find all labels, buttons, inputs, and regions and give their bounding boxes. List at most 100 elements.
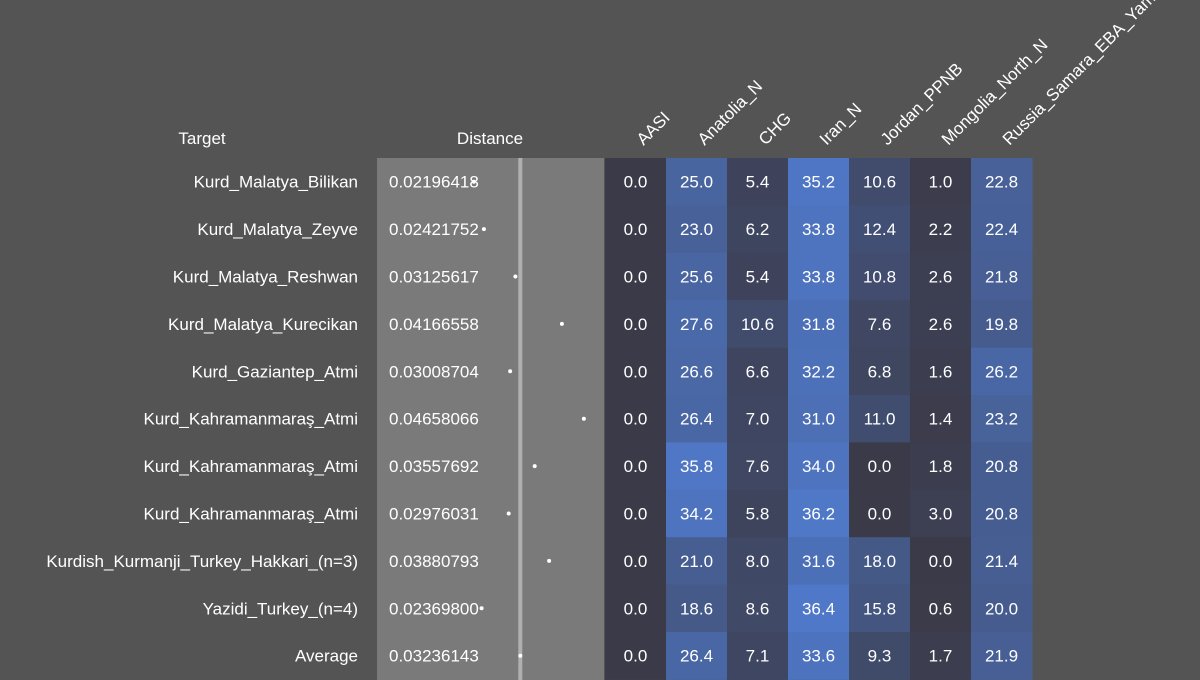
heatmap-cell	[910, 442, 972, 491]
heatmap-cell	[910, 300, 972, 349]
heatmap-cell	[605, 632, 667, 680]
cell-value: 20.8	[985, 457, 1018, 476]
heatmap-cell	[605, 395, 667, 443]
cell-value: 33.8	[802, 220, 835, 239]
heatmap-cell	[727, 489, 789, 538]
row-label: Kurd_Malatya_Reshwan	[173, 268, 358, 287]
heatmap-cell	[971, 252, 1033, 301]
heatmap-cell	[788, 442, 850, 491]
heatmap-cell	[971, 347, 1033, 396]
heatmap-cell	[605, 489, 667, 538]
distance-value: 0.03008704	[389, 362, 479, 381]
cell-value: 26.6	[680, 362, 713, 381]
heatmap-cell	[666, 632, 728, 680]
distance-value: 0.03880793	[389, 552, 479, 571]
row-label: Kurd_Kahramanmaraş_Atmi	[144, 410, 358, 429]
cell-value: 25.6	[680, 268, 713, 287]
row-label: Yazidi_Turkey_(n=4)	[203, 599, 358, 618]
heatmap-cell	[727, 395, 789, 443]
distance-value: 0.03125617	[389, 268, 479, 287]
heatmap-cell	[605, 442, 667, 491]
distance-value: 0.02196418	[389, 173, 479, 192]
heatmap-cell	[727, 632, 789, 680]
distance-dot	[547, 558, 552, 563]
cell-value: 25.0	[680, 173, 713, 192]
heatmap-cell	[849, 205, 911, 254]
heatmap-cell	[910, 205, 972, 254]
heatmap-cell	[605, 300, 667, 349]
distance-panel	[377, 158, 604, 680]
cell-value: 27.6	[680, 315, 713, 334]
cell-value: 21.9	[985, 647, 1018, 666]
distance-dot	[581, 416, 586, 421]
cell-value: 0.0	[624, 599, 648, 618]
heatmap-cell	[849, 489, 911, 538]
cell-value: 2.6	[929, 315, 953, 334]
cell-value: 21.8	[985, 268, 1018, 287]
cell-value: 0.0	[624, 362, 648, 381]
row-label: Average	[295, 647, 358, 666]
cell-value: 0.0	[929, 552, 953, 571]
cell-value: 21.4	[985, 552, 1018, 571]
heatmap-cell	[910, 489, 972, 538]
heatmap-cell	[849, 584, 911, 633]
cell-value: 2.6	[929, 268, 953, 287]
heatmap-cell	[788, 300, 850, 349]
cell-value: 0.0	[868, 457, 892, 476]
cell-value: 1.4	[929, 410, 953, 429]
distance-dot	[471, 179, 476, 184]
distance-dots	[471, 179, 586, 658]
heatmap-cell	[971, 158, 1033, 206]
heatmap-cell	[910, 395, 972, 443]
distance-dot	[479, 606, 484, 611]
cell-value: 7.1	[746, 647, 770, 666]
cell-value: 6.2	[746, 220, 770, 239]
heatmap-cell	[727, 584, 789, 633]
cell-value: 34.0	[802, 457, 835, 476]
cell-value: 0.0	[624, 220, 648, 239]
heatmap-cell	[788, 205, 850, 254]
cell-value: 0.0	[624, 457, 648, 476]
cell-value: 3.0	[929, 505, 953, 524]
cell-value: 35.8	[680, 457, 713, 476]
heatmap-cell	[971, 632, 1033, 680]
distance-dot	[481, 227, 486, 232]
heatmap-cell	[666, 489, 728, 538]
heatmap-cell	[727, 442, 789, 491]
row-label: Kurd_Kahramanmaraş_Atmi	[144, 505, 358, 524]
heatmap-cell	[666, 252, 728, 301]
cell-value: 5.8	[746, 505, 770, 524]
cell-value: 1.8	[929, 457, 953, 476]
heatmap-cell	[727, 252, 789, 301]
heatmap-cell	[910, 347, 972, 396]
heatmap-cell	[788, 632, 850, 680]
heatmap-cell	[605, 537, 667, 586]
distance-values: 0.02196418 0.02421752 0.03125617 0.04166558…	[389, 173, 479, 666]
cell-value: 8.0	[746, 552, 770, 571]
cell-value: 2.2	[929, 220, 953, 239]
heatmap-cell	[666, 395, 728, 443]
heatmap-cell	[605, 347, 667, 396]
distance-value: 0.02976031	[389, 505, 479, 524]
cell-value: 0.0	[624, 505, 648, 524]
cell-value: 12.4	[863, 220, 896, 239]
row-label: Kurd_Kahramanmaraş_Atmi	[144, 457, 358, 476]
cell-value: 31.6	[802, 552, 835, 571]
heatmap-cell	[666, 584, 728, 633]
cell-value: 6.6	[746, 362, 770, 381]
distance-value: 0.03557692	[389, 457, 479, 476]
cell-value: 10.6	[863, 173, 896, 192]
cell-value: 36.4	[802, 599, 835, 618]
cell-value: 36.2	[802, 505, 835, 524]
heatmap-cell	[849, 537, 911, 586]
row-label: Kurd_Gaziantep_Atmi	[192, 362, 358, 381]
heatmap-cell	[849, 347, 911, 396]
heatmap-cell	[849, 632, 911, 680]
cell-value: 15.8	[863, 599, 896, 618]
distance-dot	[559, 321, 564, 326]
heatmap-cell	[788, 252, 850, 301]
cell-value: 7.6	[746, 457, 770, 476]
heatmap-cell	[849, 300, 911, 349]
